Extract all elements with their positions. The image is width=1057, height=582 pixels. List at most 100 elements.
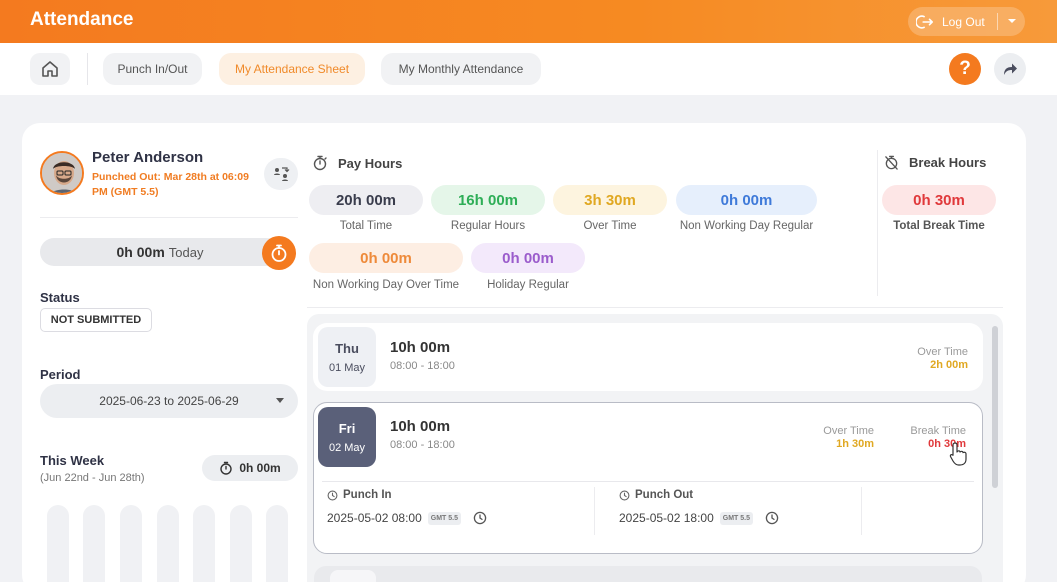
status-badge: NOT SUBMITTED (40, 308, 152, 332)
day-card-thu[interactable] (313, 323, 983, 391)
day-range: 08:00 - 18:00 (390, 439, 455, 451)
break-timer-icon (885, 155, 898, 170)
app-title: Attendance (30, 9, 134, 30)
scrollbar[interactable] (992, 326, 998, 488)
clock-icon[interactable] (473, 511, 487, 525)
today-label: Today (168, 244, 204, 260)
help-icon: ? (959, 58, 971, 79)
pay-hours-title-text: Pay Hours (338, 155, 403, 171)
regular-hours-label: Regular Hours (450, 220, 526, 232)
home-button[interactable] (30, 53, 70, 85)
tab-label: My Attendance Sheet (234, 62, 350, 76)
over-time-value: 2h 00m (930, 359, 968, 371)
over-time-label: Over Time (917, 346, 968, 358)
switch-user-button[interactable] (264, 158, 298, 190)
punch-in-value: 2025-05-02 08:00 GMT 5.5 (327, 511, 487, 525)
stopwatch-icon (220, 461, 233, 475)
total-time-chip: 20h 00m (309, 185, 423, 215)
break-hours-label: Total Break Time (893, 220, 985, 232)
regular-hours-chip: 16h 00m (431, 185, 545, 215)
tab-label: Punch In/Out (117, 62, 188, 76)
date: 02 May (328, 441, 366, 454)
user-name: Peter Anderson (92, 149, 204, 166)
week-total-value: 0h 00m (239, 461, 281, 475)
non-working-day-regular-label: Non Working Day Regular (679, 220, 814, 232)
week-bar-4 (157, 505, 179, 582)
pay-hours-title: Pay Hours (312, 155, 402, 171)
help-button[interactable]: ? (949, 53, 981, 85)
avatar (40, 151, 84, 195)
punch-out-value: 2025-05-02 18:00 GMT 5.5 (619, 511, 779, 525)
section-divider (877, 150, 878, 296)
share-icon (1004, 63, 1017, 75)
day-range: 08:00 - 18:00 (390, 360, 455, 372)
logout-label: Log Out (942, 14, 985, 29)
weekday: Fri (338, 420, 356, 436)
over-time-value: 1h 30m (836, 438, 874, 450)
date-box-fri: Fri 02 May (318, 407, 376, 467)
over-time-label: Over Time (583, 220, 637, 232)
nav-divider (87, 53, 88, 85)
punch-status: Punched Out: Mar 28th at 06:09 PM (GMT 5… (92, 171, 249, 198)
break-hours-title-text: Break Hours (909, 155, 987, 170)
punch-column-divider (861, 487, 862, 535)
status-label: Status (40, 290, 80, 305)
tab-punch-in-out[interactable]: Punch In/Out (103, 53, 202, 85)
chip-value: 0h 00m (720, 191, 773, 209)
timezone-badge: GMT 5.5 (719, 511, 753, 525)
left-divider (40, 217, 298, 218)
chip-value: 0h 30m (913, 191, 965, 209)
share-button[interactable] (994, 53, 1026, 85)
logout-button[interactable]: Log Out (908, 7, 1025, 36)
timer-button[interactable] (262, 236, 296, 270)
chip-value: 3h 30m (584, 191, 636, 209)
date-box-next (330, 570, 376, 582)
hand-cursor-icon (949, 442, 967, 466)
tab-my-attendance-sheet[interactable]: My Attendance Sheet (219, 53, 365, 85)
chip-value: 16h 00m (457, 191, 519, 209)
today-hours: 0h 00m Today (40, 238, 280, 266)
date-box-thu: Thu 01 May (318, 327, 376, 387)
switch-user-icon (274, 167, 290, 181)
chip-value: 0h 00m (502, 249, 554, 267)
non-working-day-over-time-chip: 0h 00m (309, 243, 463, 273)
non-working-day-over-time-label: Non Working Day Over Time (312, 279, 460, 291)
timezone-badge: GMT 5.5 (427, 511, 461, 525)
punch-in-label: Punch In (327, 489, 392, 501)
day-hours: 10h 00m (390, 418, 451, 435)
week-total: 0h 00m (202, 455, 298, 481)
date: 01 May (328, 361, 366, 374)
nav-bar: Punch In/Out My Attendance Sheet My Mont… (0, 43, 1057, 95)
week-bar-2 (83, 505, 105, 582)
week-range: (Jun 22nd - Jun 28th) (40, 472, 145, 484)
weekday: Thu (335, 340, 359, 356)
this-week-label: This Week (40, 453, 105, 468)
over-time-label: Over Time (823, 425, 874, 437)
punch-column-divider (594, 487, 595, 535)
period-value: 2025-06-23 to 2025-06-29 (99, 394, 239, 408)
break-time-label: Break Time (910, 425, 966, 437)
week-bar-3 (120, 505, 142, 582)
holiday-regular-label: Holiday Regular (487, 279, 569, 291)
week-bar-6 (230, 505, 252, 582)
chevron-down-icon[interactable] (1007, 16, 1017, 26)
period-select[interactable]: 2025-06-23 to 2025-06-29 (40, 384, 298, 418)
day-card-next[interactable] (314, 566, 982, 582)
chip-value: 20h 00m (335, 191, 397, 209)
stopwatch-icon (313, 155, 327, 171)
punch-divider (322, 481, 974, 482)
punch-out-label-text: Punch Out (635, 489, 694, 501)
tab-my-monthly-attendance[interactable]: My Monthly Attendance (381, 53, 541, 85)
break-hours-chip: 0h 30m (882, 185, 996, 215)
tab-label: My Monthly Attendance (398, 62, 524, 76)
week-bar-5 (193, 505, 215, 582)
day-card-fri[interactable] (313, 402, 983, 554)
stopwatch-icon (271, 244, 287, 262)
over-time-chip: 3h 30m (553, 185, 667, 215)
top-bar: Attendance Log Out (0, 0, 1057, 43)
non-working-day-regular-chip: 0h 00m (676, 185, 817, 215)
caret-down-icon (276, 398, 284, 403)
today-value: 0h 00m (116, 244, 165, 260)
clock-icon[interactable] (765, 511, 779, 525)
chip-value: 0h 00m (360, 249, 412, 267)
